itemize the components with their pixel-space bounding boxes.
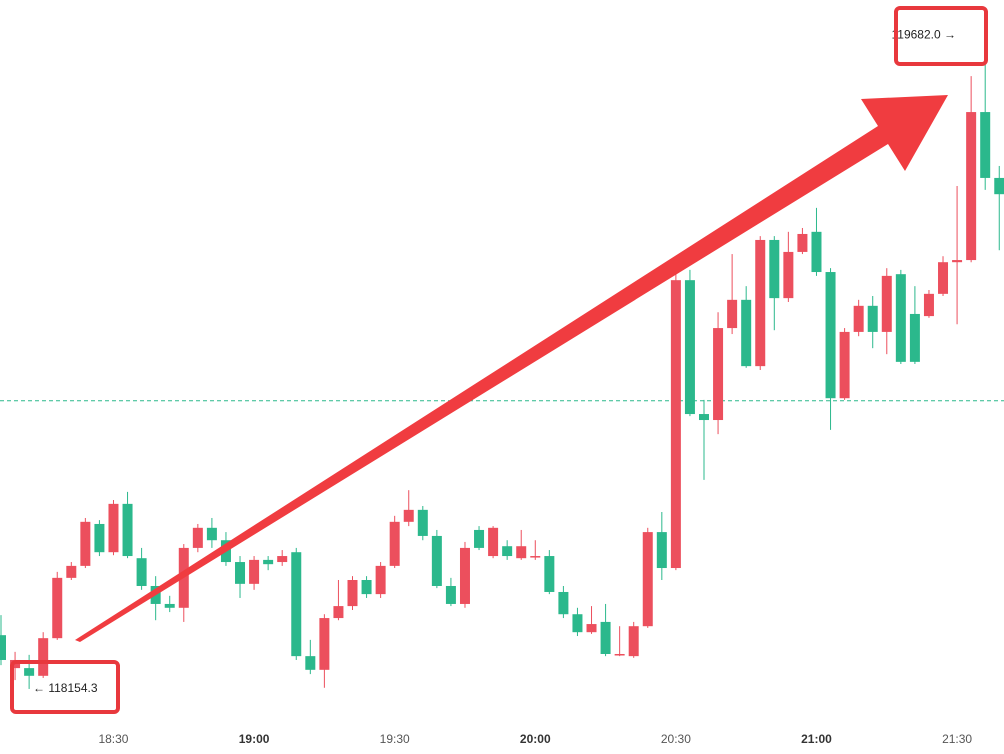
trend-arrow [75, 95, 948, 642]
candle-body [699, 414, 709, 421]
plot-area: 18:30 19:00 19:30 20:00 20:30 21:00 21:30 11968… [0, 28, 1004, 746]
candle-body [670, 280, 681, 569]
candle-body [459, 547, 470, 604]
candle-body [403, 509, 414, 522]
candle-body [417, 509, 428, 536]
candle-body [853, 305, 864, 332]
candle-body [235, 562, 246, 584]
x-tick-label: 19:00 [239, 732, 270, 746]
candle-body [825, 272, 836, 399]
x-tick-label: 21:00 [801, 732, 832, 746]
candle-body [994, 177, 1004, 195]
x-tick-label: 20:30 [661, 732, 691, 746]
candle-body [755, 239, 766, 367]
low-label: ← 118154.3 [33, 681, 98, 695]
candle-body [923, 293, 934, 317]
candle-body [952, 260, 963, 263]
candle-body [642, 532, 653, 627]
candle-body [474, 529, 485, 548]
candle-body [797, 233, 808, 252]
candle-body [769, 239, 780, 299]
x-tick-label: 20:00 [520, 732, 551, 746]
candle-body [347, 580, 358, 607]
candle-body [319, 618, 330, 670]
highlight-box [894, 6, 988, 66]
candle-body [333, 606, 344, 619]
candle-body [656, 532, 667, 569]
candle-body [305, 656, 316, 670]
candle-body [980, 112, 991, 178]
candle-body [867, 305, 878, 332]
candle-body [206, 527, 217, 541]
candle-body [277, 556, 288, 563]
candle-body [938, 262, 949, 294]
candle-body [445, 585, 456, 604]
candle-body [839, 331, 850, 399]
candle-body [741, 299, 752, 367]
candle-body [136, 558, 147, 586]
highlight-box [10, 660, 120, 714]
candle-body [375, 565, 386, 595]
candle-body [38, 638, 49, 676]
candle-body [0, 635, 6, 660]
candle-body [291, 552, 302, 657]
candle-body [389, 521, 400, 566]
candle-body [713, 328, 724, 421]
candle-body [361, 580, 372, 595]
x-tick-label: 21:30 [942, 732, 972, 746]
candle-body [249, 559, 260, 584]
candle-body [263, 559, 274, 565]
candle-body [811, 231, 822, 273]
candle-body [909, 313, 920, 362]
candle-body [572, 614, 583, 633]
candle-body [783, 251, 794, 299]
candle-body [66, 565, 77, 578]
candle-body [544, 556, 555, 592]
candle-body [488, 527, 499, 557]
candle-body [52, 577, 63, 639]
candle-body [530, 556, 541, 558]
candle-body [586, 624, 597, 633]
candle-body [502, 546, 513, 557]
candle-body [558, 591, 569, 615]
candle-body [192, 527, 203, 548]
candle-body [94, 523, 105, 553]
candle-body [122, 503, 133, 557]
candle-body [966, 112, 977, 261]
candle-body [628, 626, 639, 657]
candle-body [600, 621, 611, 654]
high-label: 119682.0 → [892, 28, 957, 42]
candle-body [108, 503, 119, 553]
candle-body [516, 546, 527, 559]
candle-body [80, 521, 91, 566]
x-tick-label: 18:30 [98, 732, 128, 746]
candle-body [24, 668, 35, 676]
candle-body [727, 299, 738, 329]
candle-body [684, 280, 695, 415]
candle-body [164, 603, 175, 608]
candle-body [881, 275, 892, 332]
candle-body [614, 653, 625, 656]
candle-body [431, 535, 442, 586]
x-tick-label: 19:30 [380, 732, 410, 746]
candle-body [895, 274, 906, 362]
